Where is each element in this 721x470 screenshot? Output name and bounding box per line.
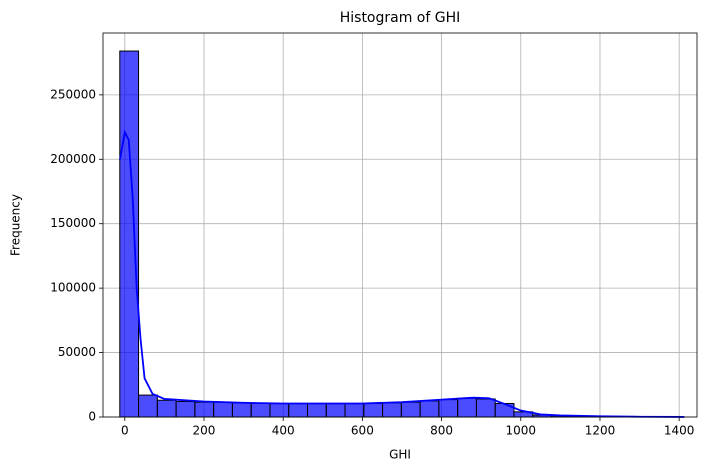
bar: [194, 401, 215, 418]
bar: [138, 394, 158, 418]
y-tick-label: 0: [88, 410, 96, 424]
x-tick-label: 800: [430, 424, 453, 438]
bar: [400, 401, 421, 418]
x-tick-label: 1200: [585, 424, 616, 438]
bar: [494, 402, 515, 418]
x-tick-label: 200: [193, 424, 216, 438]
chart-title: Histogram of GHI: [340, 10, 461, 26]
bar: [475, 398, 496, 418]
bar: [382, 402, 402, 418]
bar: [250, 402, 271, 418]
x-tick-label: 0: [121, 424, 129, 438]
bar: [363, 402, 384, 418]
x-tick-label: 1400: [664, 424, 695, 438]
x-tick-label: 600: [351, 424, 374, 438]
bar: [306, 402, 327, 418]
plot-frame: [102, 32, 698, 418]
bar: [231, 402, 252, 418]
bar: [344, 402, 365, 418]
bar: [288, 402, 308, 418]
x-axis-label: GHI: [389, 448, 411, 462]
bar: [269, 402, 290, 418]
y-tick-label: 250000: [50, 87, 96, 101]
kde-line: [119, 129, 685, 418]
bar: [419, 400, 440, 418]
bar: [438, 399, 459, 418]
y-tick-label: 200000: [50, 152, 96, 166]
bar: [213, 401, 233, 418]
y-axis-label: Frequency: [9, 194, 23, 256]
bar: [119, 50, 140, 418]
x-tick-label: 400: [272, 424, 295, 438]
bar: [457, 397, 477, 418]
bar: [156, 399, 177, 418]
y-tick-label: 100000: [50, 281, 96, 295]
y-tick-label: 50000: [58, 345, 96, 359]
x-tick-label: 1000: [506, 424, 537, 438]
y-tick-label: 150000: [50, 216, 96, 230]
bar: [325, 402, 346, 418]
bar: [175, 401, 196, 418]
